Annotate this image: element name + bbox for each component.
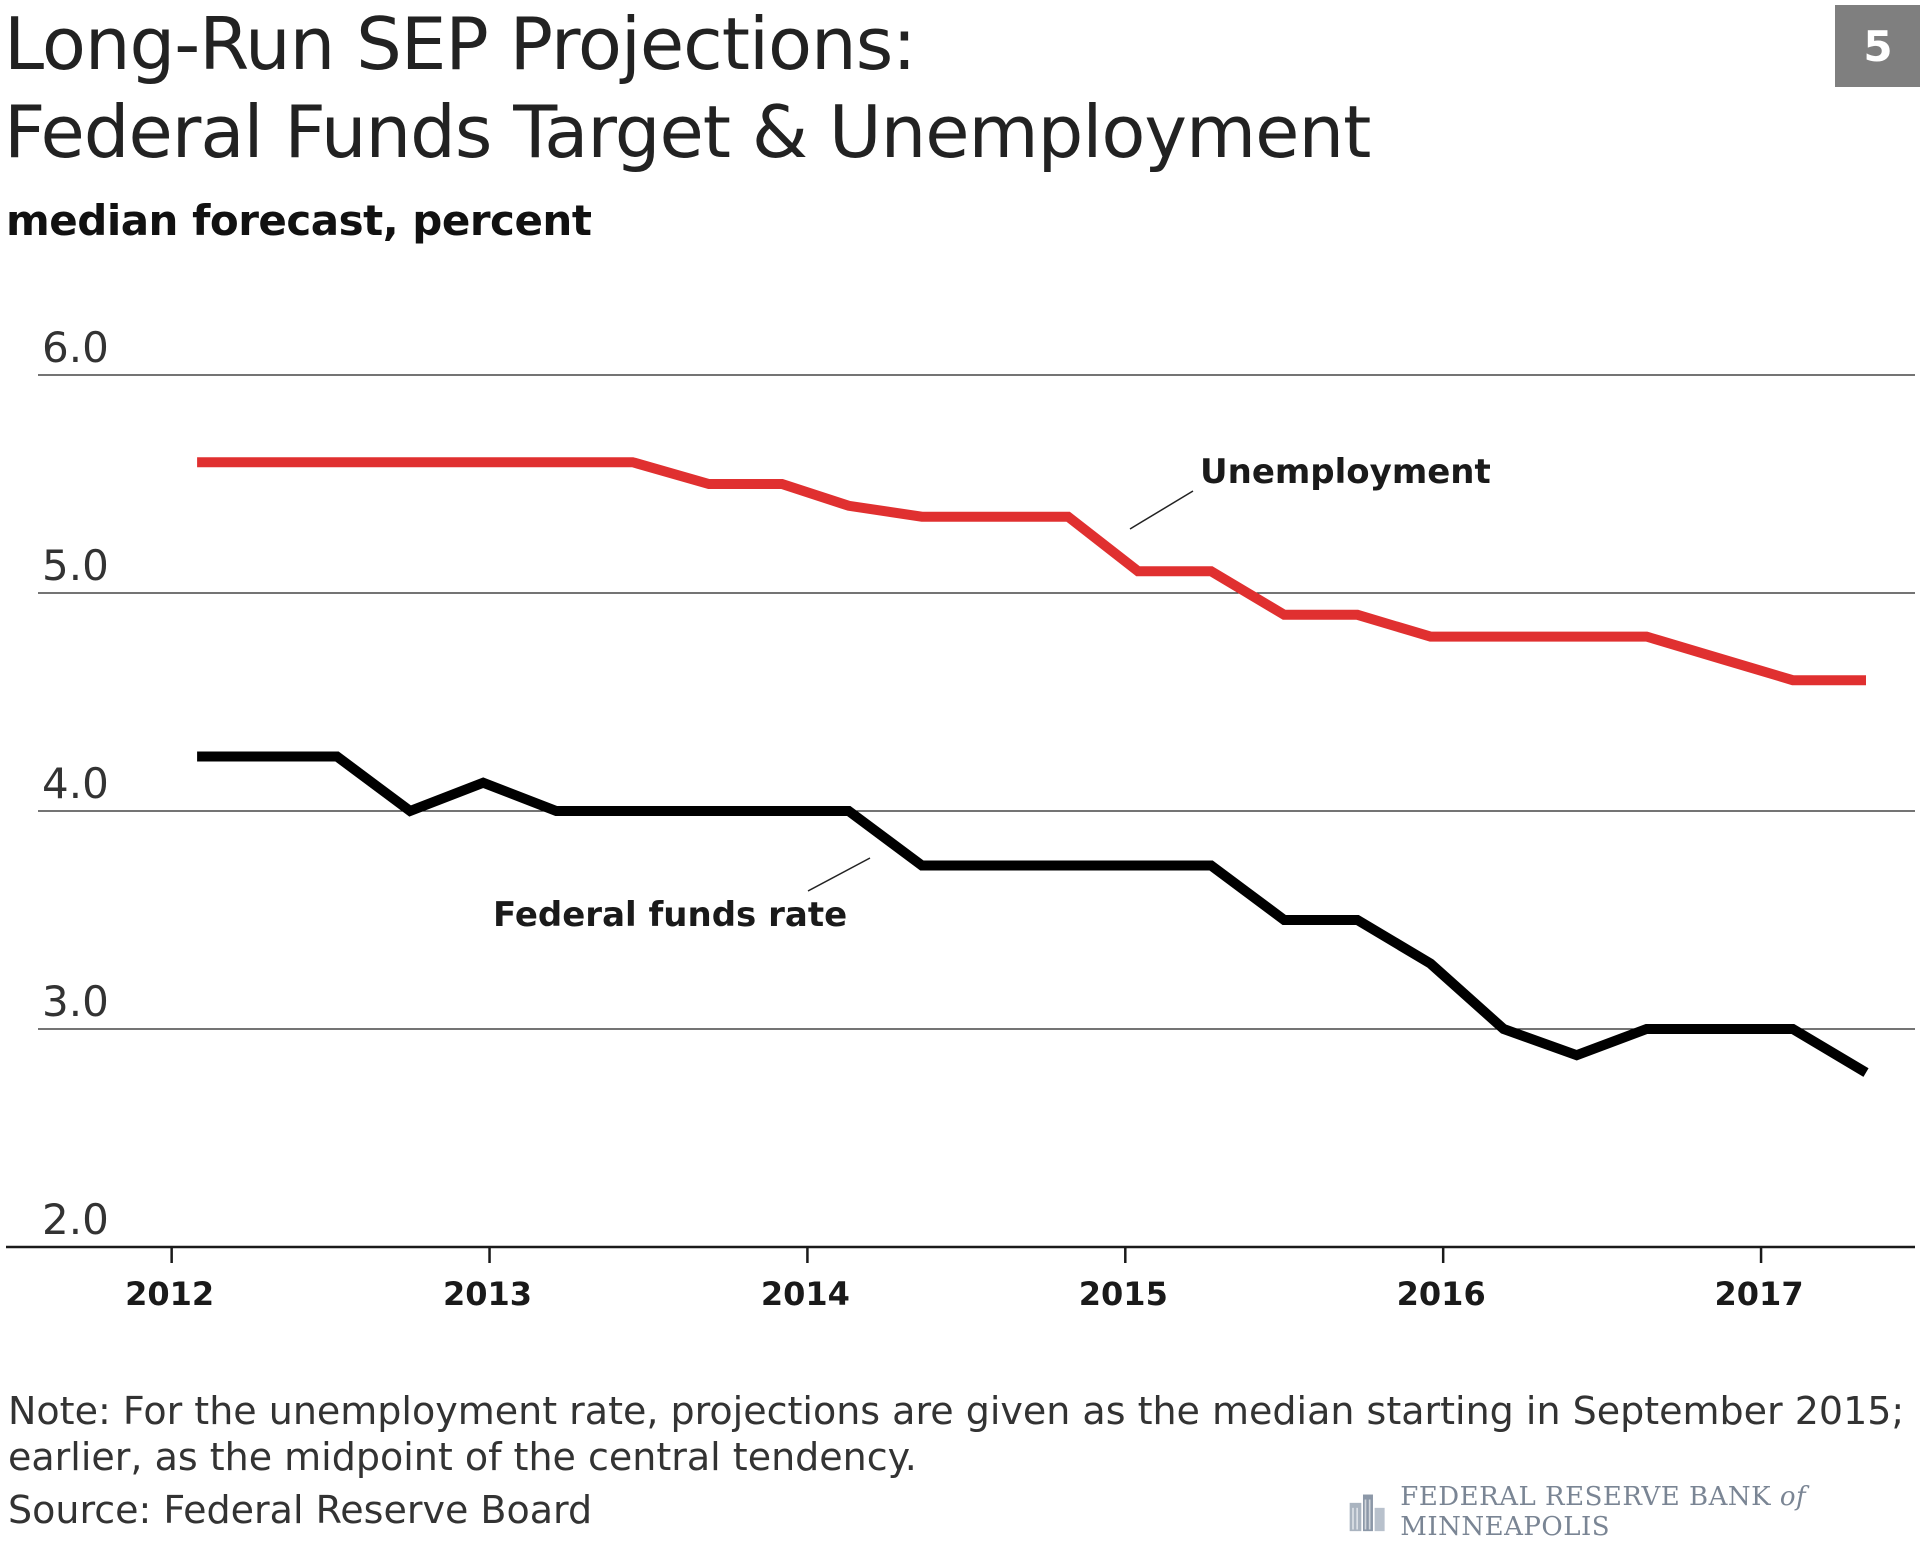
note-line2: earlier, as the midpoint of the central …: [8, 1435, 917, 1479]
fed-funds-leader-line: [807, 857, 871, 892]
logo-text-pre: FEDERAL RESERVE BANK: [1400, 1482, 1780, 1512]
x-tick-label: 2013: [443, 1275, 532, 1313]
unemployment-leader-line: [1129, 490, 1194, 530]
logo-text-of: of: [1779, 1482, 1807, 1512]
series-line-unemployment: [197, 457, 1866, 686]
x-tick-label: 2014: [761, 1275, 850, 1313]
x-tick-label: 2012: [125, 1275, 214, 1313]
x-tick-label: 2015: [1079, 1275, 1168, 1313]
series-annotations: Unemployment Federal funds rate: [493, 452, 1491, 935]
y-tick-label: 4.0: [42, 759, 109, 808]
logo-text-post: MINNEAPOLIS: [1400, 1512, 1611, 1542]
y-tick-label: 3.0: [42, 977, 109, 1026]
chart-title-line2: Federal Funds Target & Unemployment: [4, 90, 1371, 174]
series-lines: [197, 457, 1869, 1077]
gridlines: [38, 374, 1915, 1030]
y-axis-ticks: 2.0 3.0 4.0 5.0 6.0: [42, 323, 109, 1244]
line-chart: 2.0 3.0 4.0 5.0 6.0 2012 2013 2014 2015 2016 2017…: [6, 323, 1915, 1313]
y-tick-label: 6.0: [42, 323, 109, 372]
y-tick-label: 2.0: [42, 1195, 109, 1244]
fed-funds-annotation: Federal funds rate: [493, 895, 847, 935]
unemployment-annotation: Unemployment: [1200, 452, 1491, 492]
logo-wordmark: FEDERAL RESERVE BANK of MINNEAPOLIS: [1400, 1482, 1920, 1542]
chart-subtitle: median forecast, percent: [6, 196, 592, 245]
fed-building-icon: [1349, 1494, 1385, 1532]
chart-title: Long-Run SEP Projections: Federal Funds …: [4, 0, 1371, 176]
fed-minneapolis-logo: FEDERAL RESERVE BANK of MINNEAPOLIS: [1348, 1482, 1920, 1542]
x-axis: 2012 2013 2014 2015 2016 2017: [6, 1245, 1915, 1313]
x-tick-label: 2016: [1397, 1275, 1486, 1313]
x-tick-label: 2017: [1715, 1275, 1804, 1313]
chart-note: Note: For the unemployment rate, project…: [8, 1388, 1904, 1480]
chart-title-line1: Long-Run SEP Projections:: [4, 2, 916, 86]
figure-number-badge: 5: [1835, 5, 1920, 87]
chart-source: Source: Federal Reserve Board: [8, 1488, 593, 1532]
series-line-federal-funds-rate: [197, 751, 1869, 1077]
y-tick-label: 5.0: [42, 541, 109, 590]
note-line1: Note: For the unemployment rate, project…: [8, 1389, 1905, 1433]
